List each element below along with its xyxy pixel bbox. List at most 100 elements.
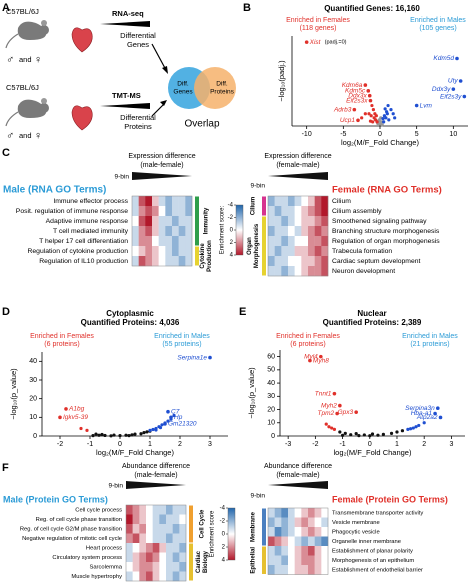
heat-cell xyxy=(321,226,329,237)
y-tick-label: 40 xyxy=(267,380,275,387)
y-tick-label: 40 xyxy=(29,358,37,365)
group-bar xyxy=(195,196,199,246)
heat-cell xyxy=(274,565,282,575)
heat-cell xyxy=(288,246,295,257)
group-bar xyxy=(189,543,193,581)
venn xyxy=(168,67,236,109)
gene-label: Hp xyxy=(174,414,183,421)
heat-cell xyxy=(268,256,275,267)
heat-cell xyxy=(294,236,302,247)
go-term: Regulation of IL10 production xyxy=(39,258,128,265)
labeled-point xyxy=(367,93,372,98)
colorbar-tick-label: -2 xyxy=(220,519,226,525)
group-label: Cilium xyxy=(251,197,257,215)
heat-cell xyxy=(132,514,140,525)
go-term: T cell mediated immunity xyxy=(53,228,129,235)
labeled-point xyxy=(363,83,368,87)
gene-label: Uty xyxy=(448,78,459,85)
heat-cell xyxy=(274,508,282,518)
heat-cell xyxy=(179,505,187,515)
heat-cell xyxy=(152,505,160,515)
heat-cell xyxy=(288,206,295,217)
heat-cell xyxy=(172,236,179,247)
heat-cell xyxy=(172,505,180,515)
gene-label: Serpina1e xyxy=(177,354,207,361)
x-tick-label: -2 xyxy=(57,441,63,448)
go-term: Establishment of planar polarity xyxy=(332,548,413,554)
heat-cell xyxy=(274,555,282,566)
point xyxy=(124,433,128,437)
heat-cell xyxy=(178,226,186,237)
labeled-point xyxy=(368,98,373,103)
heat-cell xyxy=(179,543,187,553)
heat-cell xyxy=(146,505,153,515)
heat-cell xyxy=(132,524,140,534)
heat-cell xyxy=(178,206,186,217)
heat-cell xyxy=(158,226,166,237)
sex-symbol: ♂ xyxy=(6,54,14,66)
heat-cell xyxy=(274,517,282,528)
point xyxy=(406,427,410,431)
heat-cell xyxy=(178,216,186,227)
colorbar xyxy=(235,204,244,256)
result: Proteins xyxy=(124,122,152,131)
point xyxy=(324,422,328,426)
group-header: Enriched in Males xyxy=(410,17,466,24)
point xyxy=(360,116,364,120)
heat-cell xyxy=(308,527,315,537)
go-term: Muscle hypertrophy xyxy=(71,574,122,580)
heat-cell xyxy=(281,517,289,528)
heat-cell xyxy=(268,536,275,547)
point xyxy=(408,427,413,431)
heat-cell xyxy=(288,256,295,267)
point xyxy=(139,432,143,436)
colorbar-tick-label: -4 xyxy=(228,203,234,209)
heat-cell xyxy=(166,533,173,544)
gene-label: Kdm6a xyxy=(342,82,363,89)
heat-cell xyxy=(268,565,275,575)
heat-cell xyxy=(185,216,193,227)
go-term: Morphogenesis of an epithelium xyxy=(332,558,414,564)
heat-cell xyxy=(146,533,153,544)
heat-cell xyxy=(288,546,295,556)
x-tick-label: 5 xyxy=(415,131,419,138)
heat-cell xyxy=(178,256,186,267)
point xyxy=(387,118,391,122)
heat-cell xyxy=(281,246,289,257)
labeled-point xyxy=(414,103,419,108)
group-header: (118 genes) xyxy=(300,25,337,32)
heat-cell xyxy=(294,536,302,547)
heat-cell xyxy=(179,514,187,525)
point xyxy=(349,433,353,437)
heat-cell xyxy=(172,226,179,237)
heat-cell xyxy=(139,571,147,582)
heat-cell xyxy=(274,196,282,207)
labeled-point xyxy=(163,422,167,426)
point xyxy=(417,423,421,428)
y-tick-label: 20 xyxy=(29,396,37,403)
sex-symbol: ♀ xyxy=(34,130,42,142)
heat-cell xyxy=(165,196,173,207)
point xyxy=(343,431,347,435)
go-term: Negative regulation of mitotic cell cycl… xyxy=(22,536,122,542)
heat-cell xyxy=(185,236,193,247)
point xyxy=(375,120,379,124)
heat-cell xyxy=(321,256,329,267)
go-term: Cilium assembly xyxy=(332,208,382,215)
gene-label: Xist xyxy=(309,39,322,46)
heat-cell xyxy=(126,514,133,525)
heatmap-frame xyxy=(125,504,187,582)
group-label: Epithelial xyxy=(251,547,257,574)
heat-cell xyxy=(314,266,322,277)
point xyxy=(340,433,345,437)
heat-cell xyxy=(281,565,289,575)
heat-cell xyxy=(139,505,147,515)
strain: C57BL/6J xyxy=(6,83,39,92)
heat-cell xyxy=(146,571,153,582)
heat-cell xyxy=(308,246,315,257)
x-axis-label: log₂(M/F_Fold Change) xyxy=(96,448,174,457)
labeled-point xyxy=(58,415,62,420)
group-header: Enriched in Females xyxy=(30,333,94,340)
y-axis-label: −log₁₀(p_value) xyxy=(9,368,18,420)
heat-cell xyxy=(139,562,147,572)
